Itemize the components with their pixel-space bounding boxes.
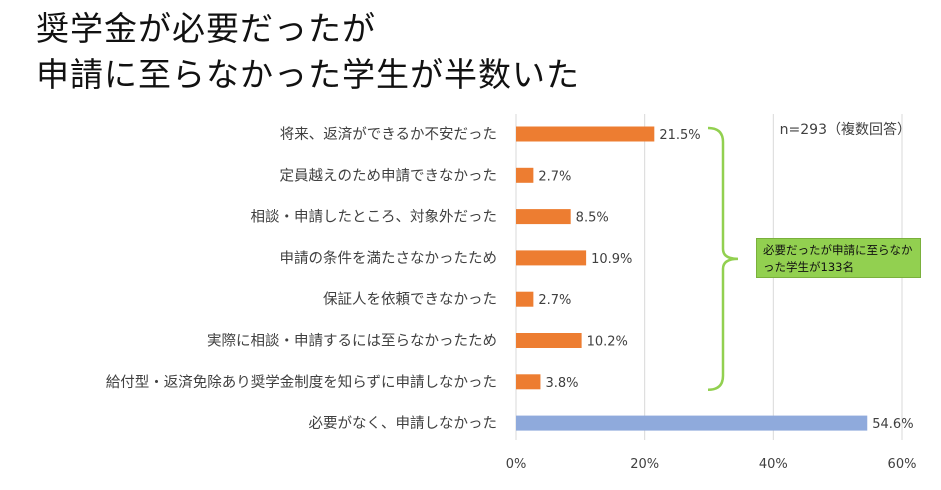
bar: [516, 209, 571, 225]
x-tick-label: 0%: [506, 457, 527, 472]
bar: [516, 333, 582, 348]
bar: [516, 374, 541, 390]
category-label: 相談・申請したところ、対象外だった: [251, 209, 498, 226]
bar: [516, 415, 868, 431]
bracket-brace: [707, 126, 739, 392]
data-label: 2.7%: [538, 293, 571, 308]
category-label: 給付型・返済免除あり奨学金制度を知らずに申請しなかった: [106, 374, 497, 391]
category-label: 保証人を依頼できなかった: [323, 291, 497, 308]
category-label: 実際に相談・申請するには至らなかったため: [207, 333, 497, 350]
category-label: 将来、返済ができるか不安だった: [280, 126, 497, 143]
title-line-1: 奨学金が必要だったが: [36, 9, 376, 48]
x-tick-label: 20%: [630, 457, 659, 472]
callout-box: 必要だったが申請に至らなかった学生が133名: [756, 238, 921, 278]
bar: [516, 167, 534, 183]
bar: [516, 126, 655, 142]
bar: [516, 291, 534, 307]
category-label: 定員越えのため申請できなかった: [280, 167, 498, 184]
x-tick-label: 60%: [888, 457, 917, 472]
data-label: 10.9%: [591, 252, 632, 267]
data-label: 21.5%: [659, 128, 700, 143]
data-label: 10.2%: [587, 335, 628, 350]
sample-size-note: n=293（複数回答）: [780, 121, 911, 138]
x-tick-label: 40%: [759, 457, 788, 472]
chart-title: 奨学金が必要だったが 申請に至らなかった学生が半数いた: [36, 6, 580, 98]
category-label: 申請の条件を満たさなかったため: [280, 250, 498, 267]
title-line-2: 申請に至らなかった学生が半数いた: [36, 55, 580, 94]
bar: [516, 250, 587, 266]
category-label: 必要がなく、申請しなかった: [309, 415, 498, 432]
data-label: 8.5%: [576, 211, 609, 226]
callout-text: 必要だったが申請に至らなかった学生が133名: [763, 243, 913, 274]
data-label: 3.8%: [545, 376, 578, 391]
data-label: 2.7%: [538, 169, 571, 184]
data-label: 54.6%: [872, 417, 913, 432]
